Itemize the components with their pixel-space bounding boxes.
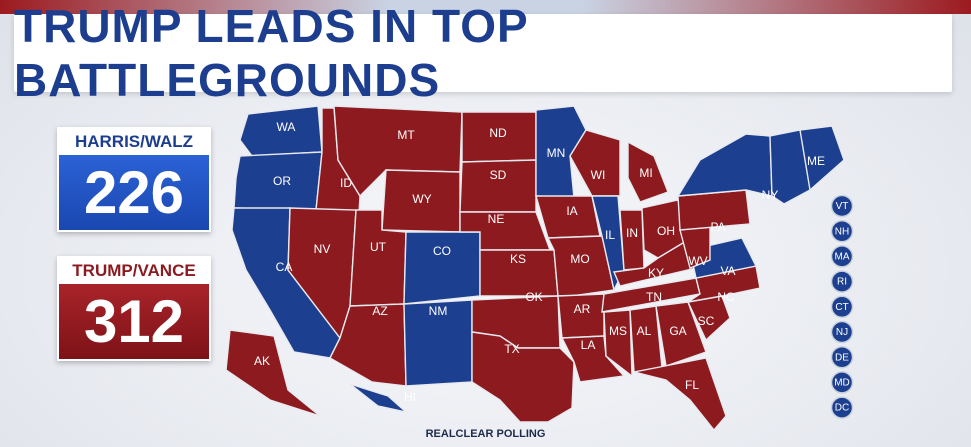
state-label-ak: AK	[254, 354, 270, 368]
state-label-il: IL	[605, 228, 615, 242]
state-la	[560, 335, 626, 383]
small-state-nh: NH	[830, 219, 854, 243]
headline: TRUMP LEADS IN TOP BATTLEGROUNDS	[14, 0, 528, 106]
state-label-ne: NE	[488, 212, 505, 226]
small-state-ct: CT	[830, 295, 854, 319]
state-label-id: ID	[340, 176, 352, 190]
state-label-co: CO	[433, 244, 451, 258]
state-label-nv: NV	[314, 242, 331, 256]
state-label-nm: NM	[429, 304, 448, 318]
state-label-pa: PA	[710, 220, 725, 234]
state-label-ms: MS	[609, 324, 627, 338]
state-label-wa: WA	[277, 120, 296, 134]
svg-text:MA: MA	[835, 252, 850, 263]
svg-text:CT: CT	[835, 302, 848, 313]
title-banner: TRUMP LEADS IN TOP BATTLEGROUNDS	[14, 0, 952, 106]
state-label-me: ME	[807, 154, 825, 168]
svg-text:DC: DC	[835, 403, 849, 414]
state-label-in: IN	[626, 226, 638, 240]
state-label-ok: OK	[525, 290, 542, 304]
state-label-ks: KS	[510, 252, 526, 266]
harris-walz-electoral-votes: 226	[59, 155, 209, 230]
state-ak	[225, 329, 321, 417]
state-label-sd: SD	[490, 168, 507, 182]
state-label-hi: HI	[404, 390, 416, 404]
us-electoral-map: WA OR CA ID NV MT WY UT AZ CO NM ND SD NE KS OK TX MN IA MO…	[225, 105, 854, 430]
state-label-ia: IA	[566, 204, 577, 218]
small-state-vt: VT	[830, 194, 854, 218]
state-label-ny: NY	[762, 188, 779, 202]
state-ms	[603, 309, 633, 378]
state-label-wy: WY	[412, 192, 431, 206]
state-label-oh: OH	[657, 224, 675, 238]
svg-text:NH: NH	[835, 226, 849, 237]
small-state-ri: RI	[830, 270, 854, 293]
trump-vance-electoral-votes: 312	[59, 284, 209, 359]
state-mi	[627, 140, 669, 203]
state-tx	[471, 331, 575, 423]
svg-text:RI: RI	[837, 277, 847, 288]
state-label-tn: TN	[646, 290, 662, 304]
state-label-or: OR	[273, 174, 291, 188]
state-co	[403, 231, 481, 305]
state-new-england-small	[769, 129, 811, 205]
state-ga	[655, 301, 707, 367]
state-label-nd: ND	[489, 126, 507, 140]
svg-text:DE: DE	[835, 352, 849, 363]
state-label-mi: MI	[639, 166, 652, 180]
state-label-mo: MO	[570, 252, 589, 266]
harris-walz-tally: HARRIS/WALZ 226	[57, 127, 211, 232]
state-label-ca: CA	[276, 260, 293, 274]
state-label-wi: WI	[591, 168, 606, 182]
state-label-sc: SC	[698, 314, 715, 328]
state-label-tx: TX	[504, 342, 519, 356]
small-state-ma: MA	[830, 245, 854, 268]
small-state-nj: NJ	[830, 320, 854, 344]
small-state-md: MD	[830, 371, 854, 394]
state-fl	[633, 357, 727, 430]
small-state-de: DE	[830, 345, 854, 369]
state-label-al: AL	[637, 324, 652, 338]
source-credit: REALCLEAR POLLING	[425, 428, 546, 440]
top-accent-bar	[0, 0, 971, 14]
trump-vance-label: TRUMP/VANCE	[59, 258, 209, 284]
state-label-fl: FL	[685, 378, 699, 392]
state-label-nc: NC	[717, 290, 735, 304]
svg-text:NJ: NJ	[836, 327, 848, 338]
state-label-ga: GA	[669, 324, 686, 338]
trump-vance-tally: TRUMP/VANCE 312	[57, 256, 211, 361]
state-hi	[349, 383, 409, 414]
state-label-az: AZ	[372, 304, 387, 318]
state-label-mt: MT	[397, 128, 415, 142]
small-state-dc: DC	[830, 396, 854, 419]
state-label-va: VA	[720, 264, 735, 278]
state-label-mn: MN	[547, 146, 566, 160]
state-label-ut: UT	[370, 240, 387, 254]
state-ny	[676, 133, 773, 197]
svg-text:MD: MD	[834, 378, 850, 389]
state-label-la: LA	[581, 338, 596, 352]
state-label-wv: WV	[688, 254, 707, 268]
svg-text:VT: VT	[836, 201, 849, 212]
harris-walz-label: HARRIS/WALZ	[59, 129, 209, 155]
state-label-ar: AR	[574, 302, 591, 316]
state-label-ky: KY	[648, 266, 664, 280]
